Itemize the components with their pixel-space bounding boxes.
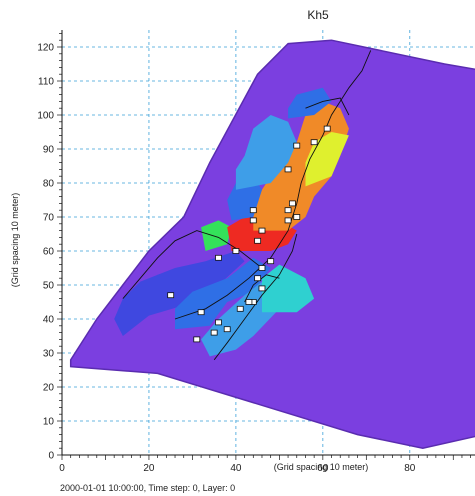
y-tick-label: 100 [37, 111, 54, 122]
well-marker [258, 227, 266, 234]
well-marker [293, 142, 301, 149]
well-marker [249, 217, 257, 224]
well-marker [258, 285, 266, 292]
y-tick-label: 80 [43, 179, 55, 190]
well-marker [249, 207, 257, 214]
chart-title: Kh5 [307, 8, 329, 22]
well-marker [215, 254, 222, 261]
well-marker [223, 326, 231, 333]
river-line-3 [305, 97, 350, 116]
zone-blue-12 [288, 87, 332, 119]
y-axis-label: (Grid spacing 10 meter) [10, 193, 20, 288]
x-tick-label: 80 [404, 463, 416, 474]
zone-cyan-5 [262, 264, 315, 313]
zone-dark_blue-2 [114, 251, 245, 336]
river-line-0 [174, 50, 372, 320]
x-tick-label: 40 [230, 463, 242, 474]
well-marker [284, 217, 292, 224]
well-marker [236, 305, 244, 312]
status-bar-text: 2000-01-01 10:00:00, Time step: 0, Layer… [60, 483, 236, 493]
y-tick-label: 10 [43, 417, 55, 428]
model-boundary [69, 39, 475, 449]
well-marker [232, 248, 240, 254]
y-tick-label: 110 [38, 77, 54, 88]
well-marker [284, 166, 292, 173]
well-marker [245, 299, 253, 305]
y-tick-label: 90 [43, 145, 55, 156]
well-marker [258, 265, 266, 271]
river-line-1 [213, 233, 298, 361]
well-marker [293, 214, 301, 220]
well-marker [210, 329, 218, 336]
well-marker [215, 319, 222, 326]
x-tick-label: 20 [143, 463, 155, 474]
well-marker [254, 237, 262, 244]
y-tick-label: 30 [43, 349, 55, 360]
well-marker [323, 125, 331, 132]
y-tick-label: 0 [48, 451, 54, 462]
well-marker [167, 292, 175, 299]
zone-light_blue-11 [235, 115, 297, 190]
well-marker [197, 309, 205, 316]
y-tick-label: 50 [43, 281, 55, 292]
well-marker [310, 139, 318, 146]
y-tick-label: 70 [43, 213, 55, 224]
y-tick-label: 120 [37, 43, 54, 54]
well-marker [254, 275, 262, 282]
y-tick-label: 60 [43, 247, 55, 258]
well-marker [284, 207, 292, 214]
zone-green-6 [201, 220, 232, 251]
x-axis-label: (Grid spacing 10 meter) [274, 462, 369, 472]
x-tick-label: 0 [59, 463, 65, 474]
y-tick-label: 40 [43, 315, 55, 326]
well-marker [289, 200, 296, 207]
well-marker [267, 258, 275, 265]
zone-yellow-9 [305, 132, 349, 187]
well-marker [193, 336, 201, 343]
zone-orange-8 [253, 101, 349, 231]
y-tick-label: 20 [43, 383, 55, 394]
x-tick-label: 60 [317, 463, 329, 474]
